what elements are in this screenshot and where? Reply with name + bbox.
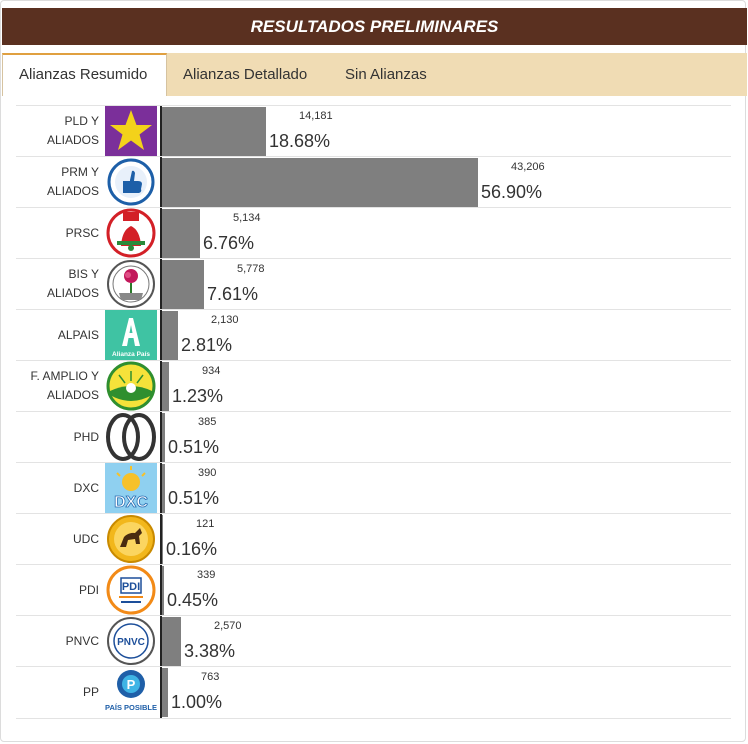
bar xyxy=(162,260,204,309)
category-label: F. AMPLIO Y ALIADOS xyxy=(30,369,99,402)
percentage-label: 1.23% xyxy=(172,386,224,406)
bar xyxy=(162,617,181,666)
bar xyxy=(162,668,168,717)
percentage-label: 3.38% xyxy=(184,641,236,661)
category-label: BIS Y ALIADOS xyxy=(46,267,99,300)
category-label: PDI xyxy=(78,582,99,597)
category-label: UDC xyxy=(73,531,99,546)
percentage-label: 2.81% xyxy=(181,335,233,355)
percentage-label: 0.45% xyxy=(167,590,219,610)
bell-logo xyxy=(105,208,157,258)
vote-count-label: 43,206 xyxy=(511,161,545,173)
chart-row: PNVC PNVC 2,570 3.38% xyxy=(16,615,731,666)
bar xyxy=(162,464,165,513)
chart-row: F. AMPLIO Y ALIADOS 934 1.23% xyxy=(16,360,731,411)
pdi-logo: PDI xyxy=(105,565,157,615)
vote-count-label: 385 xyxy=(198,416,217,428)
category-label: PLD Y ALIADOS xyxy=(46,114,99,147)
chart-row: DXC DXC 390 0.51% xyxy=(16,462,731,513)
svg-text:DXC: DXC xyxy=(114,494,148,511)
category-label: PP xyxy=(82,684,99,699)
vote-count-label: 5,134 xyxy=(233,212,261,224)
sun-logo xyxy=(105,361,157,411)
vote-count-label: 390 xyxy=(198,467,217,479)
tab-bar: Alianzas Resumido Alianzas Detallado Sin… xyxy=(2,53,747,96)
percentage-label: 18.68% xyxy=(269,131,331,151)
bar xyxy=(162,413,165,462)
horse-logo xyxy=(105,514,157,564)
chart-axis xyxy=(160,105,162,719)
percentage-label: 0.16% xyxy=(166,539,218,559)
svg-text:PDI: PDI xyxy=(122,581,140,593)
percentage-label: 0.51% xyxy=(168,437,220,457)
pais-posible-logo: P PAÍS POSIBLE xyxy=(105,667,157,717)
category-label: DXC xyxy=(73,480,99,495)
category-label: ALPAIS xyxy=(57,327,99,342)
chart-row: PHD 385 0.51% xyxy=(16,411,731,462)
bar xyxy=(162,209,200,258)
vote-count-label: 2,130 xyxy=(211,314,239,326)
category-label: PHD xyxy=(73,429,99,444)
chart-row: BIS Y ALIADOS 5,778 7.61% xyxy=(16,258,731,309)
percentage-label: 7.61% xyxy=(207,284,259,304)
chart-row: UDC 121 0.16% xyxy=(16,513,731,564)
results-bar-chart: PLD Y ALIADOS 14,181 18.68% PRM Y ALIADOS 43… xyxy=(16,105,731,719)
category-label: PRM Y ALIADOS xyxy=(46,165,99,198)
bar xyxy=(162,158,478,207)
category-label: PRSC xyxy=(65,225,99,240)
thumbs-up-logo xyxy=(105,157,157,207)
page-title: RESULTADOS PRELIMINARES xyxy=(2,8,747,45)
chart-row: PRSC 5,134 6.76% xyxy=(16,207,731,258)
chart-row: PRM Y ALIADOS 43,206 56.90% xyxy=(16,156,731,207)
svg-text:Alianza País: Alianza País xyxy=(112,351,150,358)
bar xyxy=(162,566,164,615)
chart-row: PLD Y ALIADOS 14,181 18.68% xyxy=(16,105,731,156)
svg-text:PNVC: PNVC xyxy=(117,637,145,648)
tab-alianzas-resumido[interactable]: Alianzas Resumido xyxy=(2,53,167,96)
star-logo xyxy=(105,106,157,156)
category-label: PNVC xyxy=(65,633,99,648)
vote-count-label: 934 xyxy=(202,365,221,377)
chart-row: PP P PAÍS POSIBLE 763 1.00% xyxy=(16,666,731,717)
percentage-label: 6.76% xyxy=(203,233,255,253)
double-ring-logo xyxy=(105,412,157,462)
vote-count-label: 763 xyxy=(201,671,220,683)
letter-a-logo: Alianza País xyxy=(105,310,157,360)
bar xyxy=(162,107,266,156)
chart-row: ALPAIS Alianza País 2,130 2.81% xyxy=(16,309,731,360)
vote-count-label: 2,570 xyxy=(214,620,242,632)
vote-count-label: 121 xyxy=(196,518,215,530)
dxc-logo: DXC xyxy=(105,463,157,513)
percentage-label: 56.90% xyxy=(481,182,543,202)
rose-logo xyxy=(105,259,157,309)
vote-count-label: 339 xyxy=(197,569,216,581)
bar xyxy=(162,311,178,360)
vote-count-label: 14,181 xyxy=(299,110,333,122)
pnvc-logo: PNVC xyxy=(105,616,157,666)
tab-sin-alianzas[interactable]: Sin Alianzas xyxy=(345,66,427,83)
tab-alianzas-detallado[interactable]: Alianzas Detallado xyxy=(183,66,308,83)
vote-count-label: 5,778 xyxy=(237,263,265,275)
svg-text:PAÍS POSIBLE: PAÍS POSIBLE xyxy=(105,703,157,712)
percentage-label: 1.00% xyxy=(171,692,223,712)
percentage-label: 0.51% xyxy=(168,488,220,508)
chart-row: PDI PDI 339 0.45% xyxy=(16,564,731,615)
chart-bottom-rule xyxy=(16,718,731,719)
svg-text:P: P xyxy=(127,677,136,692)
bar xyxy=(162,515,163,564)
bar xyxy=(162,362,169,411)
